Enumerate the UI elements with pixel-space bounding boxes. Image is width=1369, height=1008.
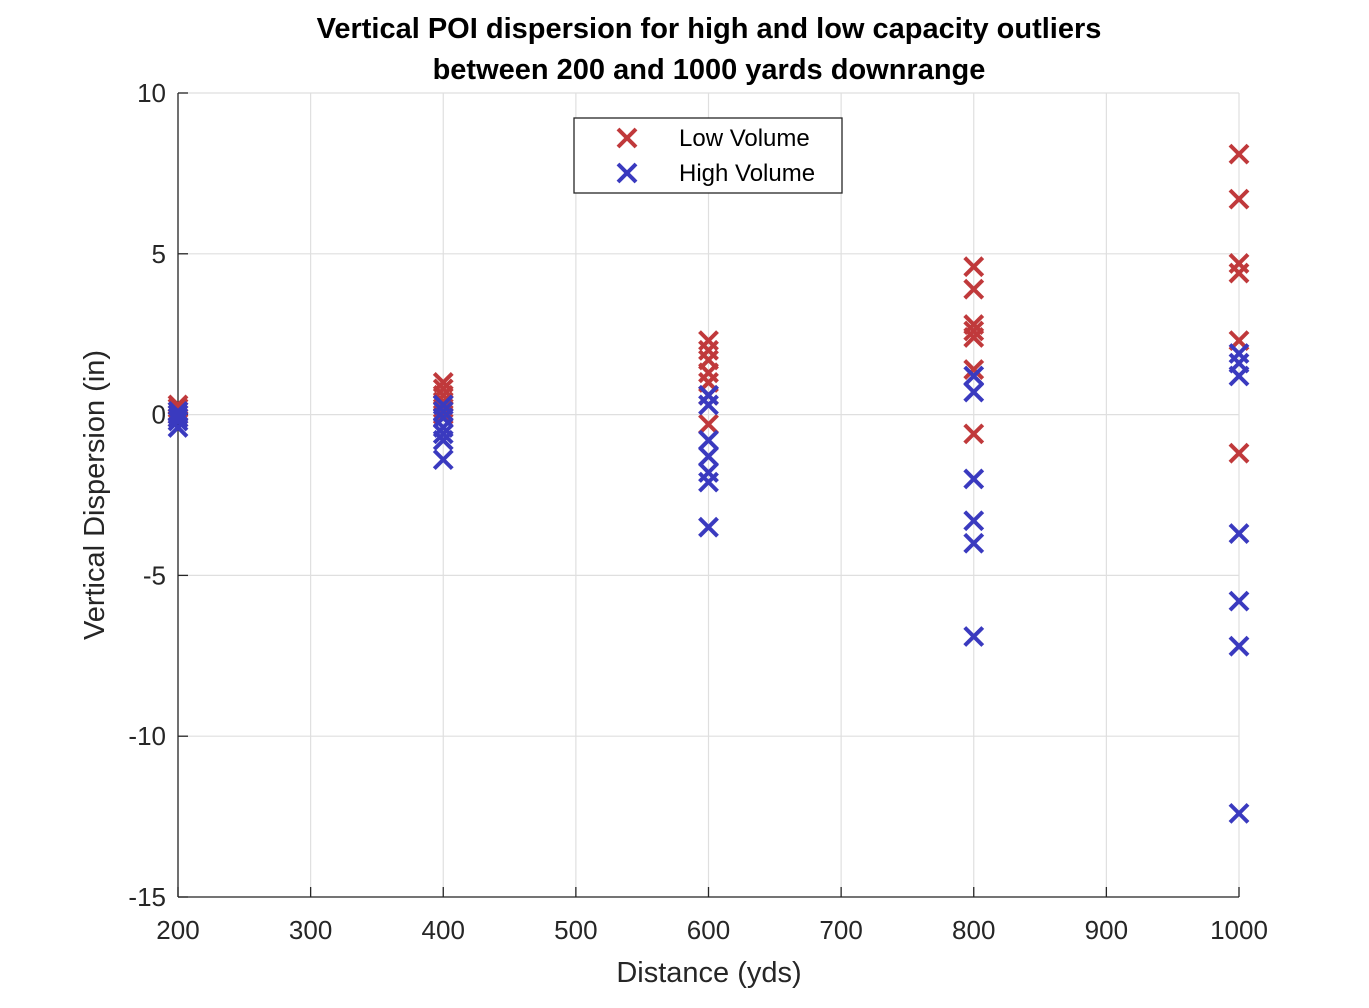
high-volume-point (698, 394, 719, 416)
data-marks (167, 143, 1250, 824)
high-volume-point (963, 468, 985, 490)
high-volume-point (698, 516, 719, 538)
high-volume-point (698, 445, 719, 467)
high-volume-point (1228, 365, 1250, 387)
high-volume-point (1228, 802, 1250, 824)
y-tick-label: 5 (152, 239, 166, 269)
x-axis-label: Distance (yds) (616, 957, 801, 989)
x-tick-label: 300 (289, 915, 332, 945)
high-volume-point (167, 410, 189, 432)
y-tick-label: 10 (137, 78, 166, 108)
high-volume-point (963, 365, 985, 387)
high-volume-point (698, 429, 719, 451)
high-volume-point (963, 381, 985, 403)
ticks: 200 300 400 500 600 700 800 900 1000 10 5 0 -5 -10 -15 (128, 78, 1268, 945)
x-tick-label: 200 (156, 915, 199, 945)
high-volume-point (1228, 523, 1250, 545)
high-volume-point (963, 532, 985, 554)
legend-low-volume-label: Low Volume (679, 125, 810, 152)
x-tick-label: 500 (554, 915, 597, 945)
low-volume-point (1228, 262, 1250, 284)
low-volume-point (963, 278, 985, 300)
low-volume-point (1228, 188, 1250, 210)
low-volume-point (963, 256, 985, 278)
high-volume-point (167, 417, 189, 438)
chart-title-line-2: between 200 and 1000 yards downrange (433, 54, 986, 86)
high-volume-point (1228, 590, 1250, 612)
high-volume-point (432, 449, 454, 471)
y-tick-label: -15 (128, 882, 166, 912)
low-volume-point (698, 413, 719, 435)
high-volume-point (432, 423, 454, 445)
low-volume-point (963, 327, 985, 348)
x-tick-label: 700 (819, 915, 862, 945)
high-volume-point (963, 626, 985, 647)
high-volume-point (432, 400, 454, 422)
y-tick-label: 0 (152, 400, 166, 430)
high-volume-point (432, 429, 454, 451)
legend-high-volume-label: High Volume (679, 160, 815, 187)
x-tick-label: 400 (422, 915, 465, 945)
grid (177, 92, 1240, 898)
chart-title-line-1: Vertical POI dispersion for high and low… (317, 13, 1102, 45)
low-volume-point (1228, 442, 1250, 464)
x-tick-label: 800 (952, 915, 995, 945)
x-tick-label: 600 (687, 915, 730, 945)
low-volume-point (963, 423, 985, 445)
legend-high-volume-marker (616, 162, 638, 184)
low-volume-point (963, 320, 985, 342)
x-tick-label: 900 (1085, 915, 1128, 945)
legend: Low Volume High Volume (573, 117, 843, 194)
y-tick-label: -5 (143, 560, 166, 590)
high-volume-point (1228, 635, 1250, 657)
x-tick-label: 1000 (1210, 915, 1268, 945)
high-volume-point (698, 471, 719, 493)
low-volume-point (963, 359, 985, 380)
legend-low-volume-marker (616, 127, 638, 149)
y-axis-label: Vertical Dispersion (in) (79, 350, 111, 640)
high-volume-point (963, 510, 985, 532)
low-volume-point (1228, 143, 1250, 165)
y-tick-label: -10 (128, 721, 166, 751)
